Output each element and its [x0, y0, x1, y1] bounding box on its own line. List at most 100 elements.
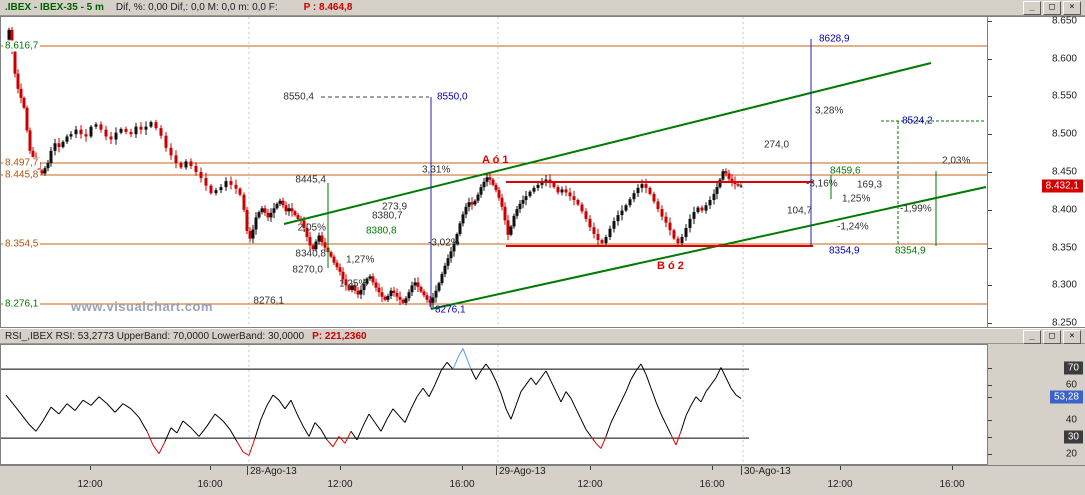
- chart-annotation: 8340,8: [295, 248, 326, 260]
- chart-annotation: 2,05%: [297, 222, 326, 234]
- rsi-axis-tick: 20: [1065, 448, 1077, 460]
- axis-tick-mark: [988, 323, 992, 324]
- time-label: 16:00: [449, 479, 475, 490]
- axis-tick-mark: [988, 96, 992, 97]
- axis-tick-mark: [988, 21, 992, 22]
- minimize-button[interactable]: _: [1023, 330, 1041, 344]
- chart-annotation: 8354,9: [829, 245, 860, 257]
- main-window-controls: _ □ ×: [1023, 1, 1081, 15]
- rsi-axis-tick: 60: [1065, 379, 1077, 391]
- price-axis-tick: 8.350: [1051, 242, 1077, 254]
- rsi-panel-titlebar[interactable]: RSI_,IBEX RSI: 53,2773 UpperBand: 70,000…: [0, 328, 1085, 344]
- chart-annotation: 8276,1: [253, 295, 284, 307]
- chart-annotation: 169,3: [857, 179, 883, 191]
- axis-tick-mark: [988, 134, 992, 135]
- time-label: 16:00: [939, 479, 965, 490]
- chart-annotation: -3,02%: [428, 237, 460, 249]
- time-axis[interactable]: 28-Ago-13 29-Ago-13 30-Ago-13 12:00 16:00 12:…: [0, 465, 1085, 495]
- date-label: 29-Ago-13: [499, 466, 546, 477]
- time-label: 12:00: [827, 479, 853, 490]
- chart-annotation: 8550,0: [437, 91, 468, 103]
- symbol-title: .IBEX - IBEX-35 - 5 m: [5, 2, 104, 13]
- main-chart-titlebar[interactable]: .IBEX - IBEX-35 - 5 m Dif, %: 0,00 Dif,:…: [0, 0, 1085, 16]
- minimize-button[interactable]: _: [1023, 1, 1041, 15]
- rsi-axis-tick-mark: [988, 420, 992, 421]
- price-axis-tick: 8.650: [1051, 15, 1077, 27]
- last-price-label: P : 8.464,8: [303, 2, 353, 13]
- maximize-button[interactable]: □: [1043, 1, 1061, 15]
- rsi-axis-tick-mark: [988, 454, 992, 455]
- close-button[interactable]: ×: [1063, 1, 1081, 15]
- chart-annotation: 8276,1: [435, 304, 466, 316]
- rsi-axis-tick-mark: [988, 385, 992, 386]
- rsi-value-badge: 53,28: [1049, 390, 1083, 404]
- chart-annotation: 8459,6: [830, 165, 861, 177]
- price-axis-tick: 8.500: [1051, 128, 1077, 140]
- chart-annotation: 2,03%: [942, 155, 971, 167]
- chart-annotation: -3,16%: [806, 178, 838, 190]
- price-axis-tick: 8.450: [1051, 166, 1077, 178]
- chart-annotation: 274,0: [764, 139, 790, 151]
- price-level-label: 8.616,7: [3, 40, 41, 52]
- chart-annotation: 8354,9: [895, 245, 926, 257]
- chart-annotation: 1,25%: [842, 193, 871, 205]
- rsi-band-badge: 30: [1063, 430, 1083, 444]
- price-axis-tick: 8.550: [1051, 90, 1077, 102]
- time-tick-mark: [590, 466, 591, 470]
- candlestick-series: [7, 26, 743, 308]
- axis-tick-mark: [988, 172, 992, 173]
- rsi-band-badge: 70: [1063, 361, 1083, 375]
- time-tick-mark: [90, 466, 91, 470]
- rsi-axis-tick-mark: [988, 437, 992, 438]
- maximize-button[interactable]: □: [1043, 330, 1061, 344]
- date-label: 30-Ago-13: [744, 466, 791, 477]
- chart-annotation: 8628,9: [819, 33, 850, 45]
- last-price-badge: 8.432,1: [1041, 179, 1083, 193]
- price-chart-surface[interactable]: www.visualchart.com 8.616,7 8.497,7 8.445,…: [0, 16, 988, 328]
- price-level-label: 8.354,5: [3, 238, 41, 250]
- chart-annotation: 3,31%: [422, 164, 451, 176]
- rsi-axis-tick: 40: [1065, 414, 1077, 426]
- price-level-label: 8.445,8: [3, 169, 41, 181]
- chart-annotation: -1,24%: [837, 221, 869, 233]
- date-tick-mark: [741, 466, 742, 475]
- time-label: 12:00: [577, 479, 603, 490]
- time-tick-mark: [462, 466, 463, 470]
- date-label: 28-Ago-13: [250, 466, 297, 477]
- chart-annotation: -1,99%: [900, 203, 932, 215]
- time-tick-mark: [712, 466, 713, 470]
- axis-tick-mark: [988, 248, 992, 249]
- time-tick-mark: [340, 466, 341, 470]
- rsi-series: [5, 348, 742, 456]
- time-tick-mark: [210, 466, 211, 470]
- chart-annotation: 1,25%: [339, 278, 368, 290]
- price-axis-tick: 8.250: [1051, 317, 1077, 329]
- chart-annotation: 104,7: [787, 205, 813, 217]
- time-label: 12:00: [327, 479, 353, 490]
- price-axis-tick: 8.600: [1051, 53, 1077, 65]
- chart-annotation: 8380,8: [366, 225, 397, 237]
- close-button[interactable]: ×: [1063, 330, 1081, 344]
- chart-annotation: 1,27%: [346, 254, 375, 266]
- rsi-window-controls: _ □ ×: [1023, 330, 1081, 344]
- rsi-axis-tick-mark: [988, 397, 992, 398]
- chart-annotation: 273,9: [382, 201, 408, 213]
- price-axis-tick: 8.300: [1051, 279, 1077, 291]
- chart-annotation: A ó 1: [482, 154, 509, 166]
- chart-annotation: B ó 2: [657, 260, 684, 272]
- rsi-chart-surface[interactable]: [0, 344, 988, 465]
- date-tick-mark: [496, 466, 497, 475]
- rsi-axis[interactable]: 70 60 53,28 40 30 20: [988, 344, 1085, 465]
- watermark: www.visualchart.com: [71, 299, 213, 314]
- time-tick-mark: [840, 466, 841, 470]
- price-level-label: 8.497,7: [3, 157, 41, 169]
- rsi-title: RSI_,IBEX RSI: 53,2773 UpperBand: 70,000…: [5, 330, 305, 342]
- time-label: 16:00: [699, 479, 725, 490]
- rsi-axis-tick-mark: [988, 368, 992, 369]
- chart-annotation: 3,28%: [815, 105, 844, 117]
- rsi-p-label: P: 221,2360: [312, 330, 367, 342]
- price-axis[interactable]: 8.650 8.600 8.550 8.500 8.450 8.400 8.350 8.300…: [988, 15, 1085, 329]
- date-tick-mark: [247, 466, 248, 475]
- chart-annotation: 8524,2: [902, 115, 933, 127]
